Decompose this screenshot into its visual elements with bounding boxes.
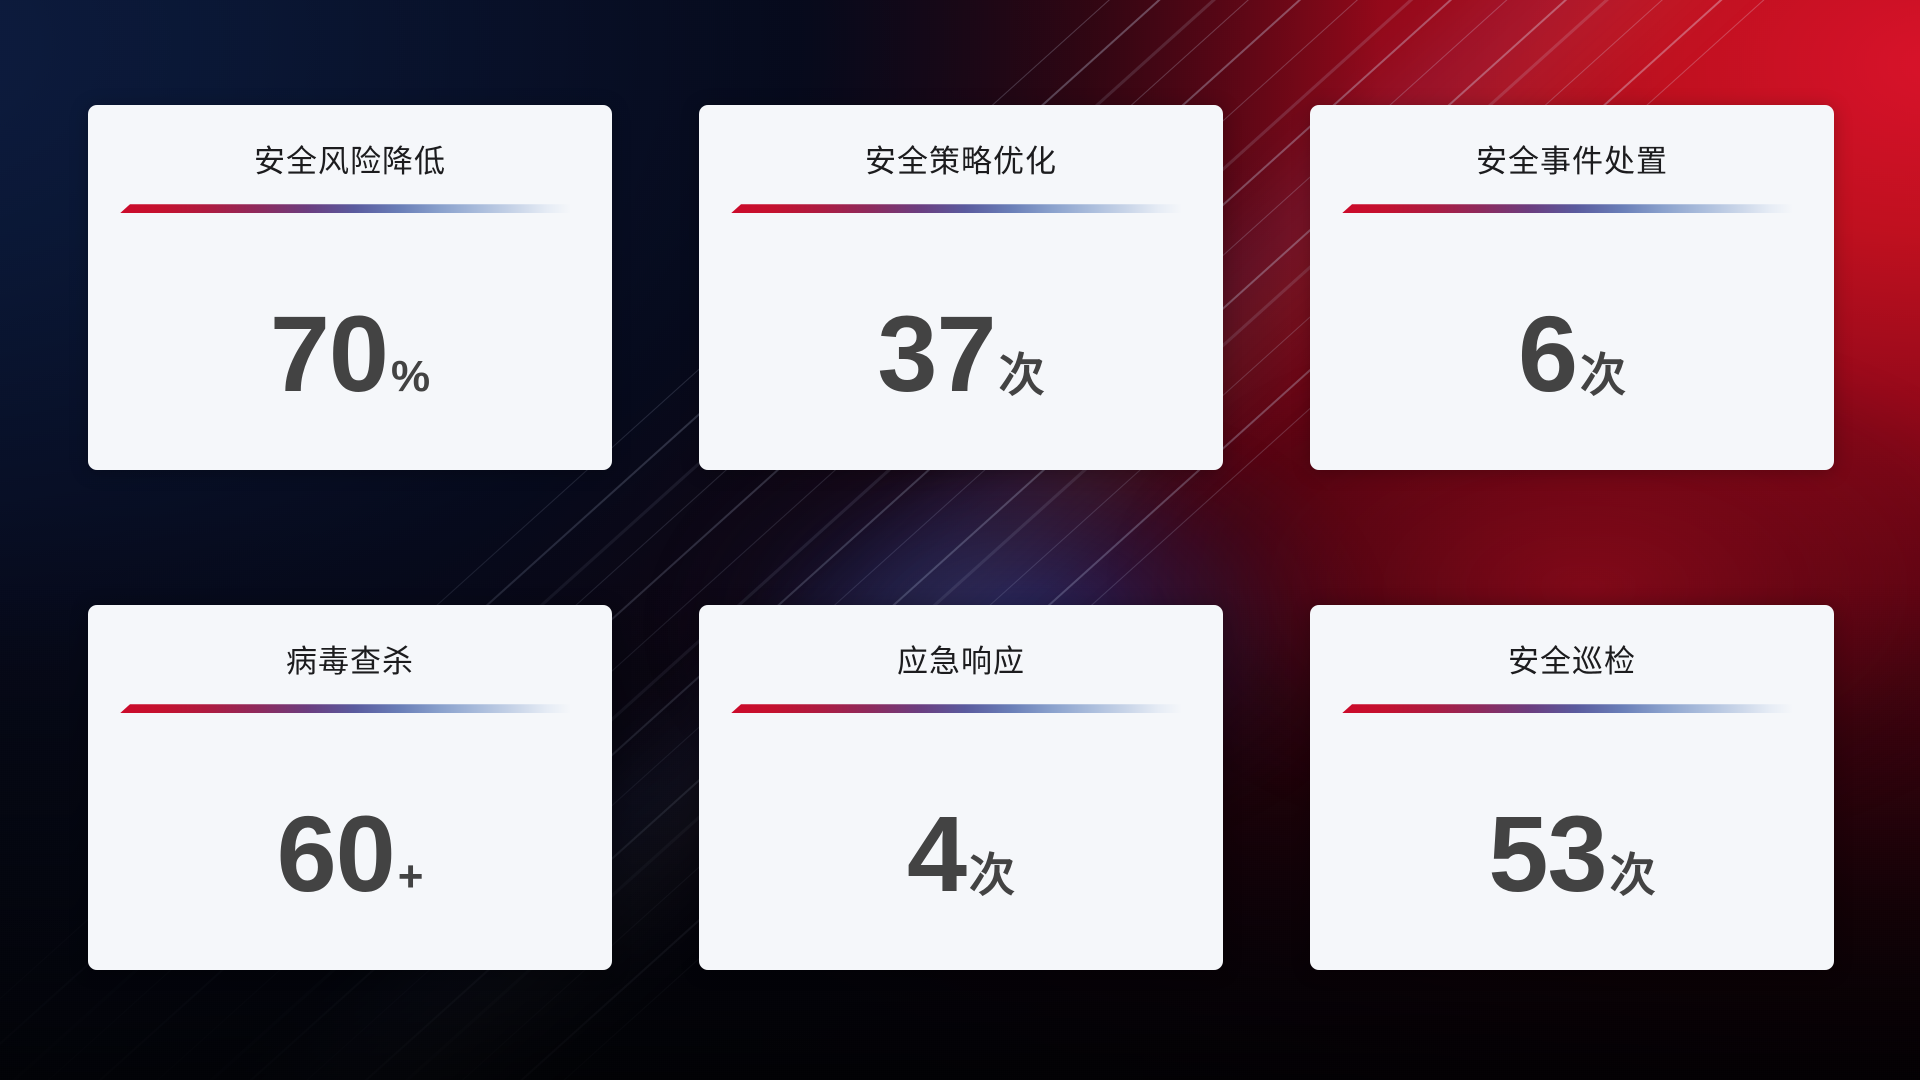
metric-card-title: 应急响应 bbox=[897, 644, 1025, 679]
metric-value-number: 53 bbox=[1488, 793, 1607, 914]
metric-value-number: 37 bbox=[877, 293, 996, 414]
metric-value-unit: 次 bbox=[1609, 849, 1656, 901]
metric-accent-bar-gradient bbox=[1342, 204, 1802, 214]
metric-accent-bar-gradient bbox=[120, 704, 580, 714]
metric-card[interactable]: 应急响应 4 次 bbox=[699, 605, 1223, 970]
metric-card[interactable]: 安全事件处置 6 次 bbox=[1310, 105, 1834, 470]
metric-accent-bar bbox=[1342, 204, 1802, 214]
metric-accent-bar-gradient bbox=[120, 204, 580, 214]
metric-accent-bar-gradient bbox=[1342, 704, 1802, 714]
metric-accent-bar bbox=[731, 704, 1191, 714]
metric-accent-bar bbox=[731, 204, 1191, 214]
metric-accent-bar bbox=[120, 704, 580, 714]
metric-value-number: 6 bbox=[1517, 293, 1578, 414]
metric-card-title: 安全事件处置 bbox=[1476, 144, 1668, 179]
metric-value-number: 60 bbox=[276, 793, 396, 914]
metric-value: 60 + bbox=[277, 800, 424, 908]
metric-card-title: 安全风险降低 bbox=[254, 144, 446, 179]
metric-value-unit: 次 bbox=[969, 849, 1016, 901]
metric-card-title: 安全巡检 bbox=[1508, 644, 1636, 679]
metric-card-title: 病毒查杀 bbox=[286, 644, 414, 679]
metric-card[interactable]: 安全策略优化 37 次 bbox=[699, 105, 1223, 470]
metric-cards-grid: 安全风险降低 70% 安全策略优化 37 次安全事件处置 6 次病毒查杀 60 + 应急响应 4 次安… bbox=[88, 105, 1834, 970]
metric-value-unit: 次 bbox=[998, 349, 1045, 401]
metric-value-unit: + bbox=[397, 852, 424, 901]
metric-value-unit: 次 bbox=[1580, 349, 1627, 401]
metric-accent-bar-gradient bbox=[731, 204, 1191, 214]
metric-value-unit: % bbox=[391, 352, 431, 401]
metric-value: 70% bbox=[270, 300, 430, 408]
metric-card[interactable]: 病毒查杀 60 + bbox=[88, 605, 612, 970]
metric-accent-bar bbox=[120, 204, 580, 214]
metric-card-title: 安全策略优化 bbox=[865, 144, 1057, 179]
metric-accent-bar-gradient bbox=[731, 704, 1191, 714]
metric-value: 53 次 bbox=[1488, 800, 1655, 908]
metric-card[interactable]: 安全巡检 53 次 bbox=[1310, 605, 1834, 970]
metric-value-number: 4 bbox=[906, 793, 967, 914]
metric-accent-bar bbox=[1342, 704, 1802, 714]
metric-value: 37 次 bbox=[877, 300, 1044, 408]
metric-card[interactable]: 安全风险降低 70% bbox=[88, 105, 612, 470]
metric-value-number: 70 bbox=[269, 293, 389, 414]
